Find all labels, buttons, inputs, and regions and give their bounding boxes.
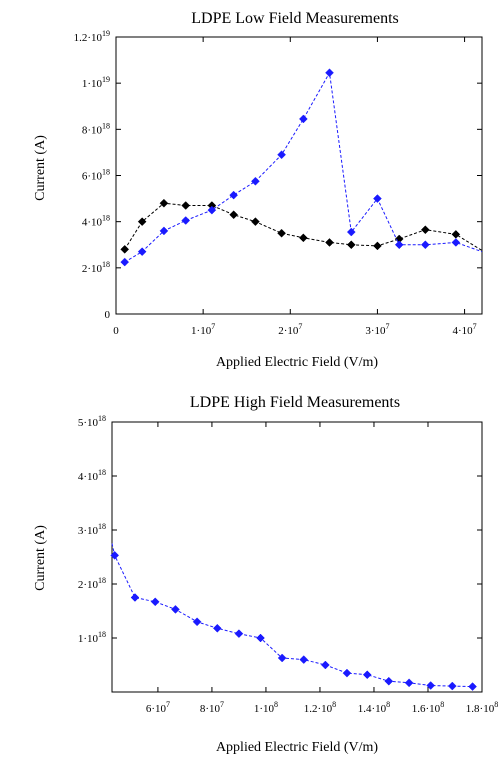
data-point-marker (150, 597, 160, 607)
y-tick-label: 1·1019 (82, 75, 110, 90)
data-point-marker (229, 210, 238, 220)
y-tick-label: 5·1018 (78, 414, 106, 429)
data-point-marker (362, 670, 372, 680)
data-point-marker (325, 68, 334, 78)
chart-title-low-field: LDPE Low Field Measurements (191, 10, 399, 27)
x-tick-label: 1.6·108 (412, 700, 444, 715)
data-point-marker (212, 623, 222, 633)
x-tick-label: 1.4·108 (358, 700, 390, 715)
data-point-marker (130, 593, 140, 602)
data-point-marker (251, 217, 260, 227)
plot-frame-low-field (115, 36, 483, 315)
data-point-marker (234, 629, 244, 639)
series-line (111, 543, 473, 688)
y-tick-label: 3·1018 (78, 522, 106, 537)
x-tick-label: 4·107 (452, 322, 476, 337)
data-point-marker (277, 228, 286, 238)
data-point-marker (192, 617, 202, 627)
data-point-marker (342, 668, 352, 678)
data-point-marker (159, 198, 169, 208)
y-axis-label-low-field: Current (A) (33, 135, 48, 201)
data-point-marker (447, 681, 457, 691)
data-point-marker (171, 605, 180, 614)
x-tick-label: 2·107 (278, 322, 302, 337)
y-tick-label: 1.2·1019 (74, 29, 110, 44)
y-tick-label: 4·1018 (78, 468, 106, 483)
x-tick-label: 1·108 (254, 700, 278, 715)
y-axis-label-high-field: Current (A) (33, 525, 48, 591)
x-tick-label: 1.8·108 (466, 700, 498, 715)
data-point-marker (277, 653, 287, 663)
x-tick-label: 1·107 (191, 322, 215, 337)
data-point-marker (229, 190, 238, 200)
y-tick-label: 4·1018 (82, 214, 110, 229)
high-field-chart: LDPE High Field Measurements Current (A)… (33, 394, 498, 755)
data-point-marker (277, 150, 286, 160)
plot-frame-high-field (111, 421, 483, 693)
x-tick-label: 1.2·108 (304, 700, 336, 715)
series-line (124, 71, 483, 263)
data-point-marker (346, 240, 356, 250)
y-tick-label: 2·1018 (82, 260, 110, 275)
data-point-marker (373, 194, 382, 203)
data-point-marker (426, 681, 436, 690)
data-point-marker (120, 257, 130, 267)
x-tick-label: 8·107 (200, 700, 224, 715)
data-point-marker (404, 678, 414, 688)
data-point-marker (321, 660, 330, 670)
data-point-marker (394, 240, 404, 250)
data-point-marker (384, 676, 394, 686)
data-point-marker (299, 114, 308, 124)
data-point-marker (181, 216, 191, 225)
data-point-marker (468, 682, 477, 691)
data-point-marker (325, 238, 334, 247)
data-point-marker (159, 226, 169, 236)
data-point-marker (373, 241, 382, 251)
y-tick-label: 2·1018 (78, 576, 106, 591)
data-point-marker (256, 633, 265, 643)
data-point-marker (251, 176, 260, 186)
y-tick-label: 0 (105, 309, 111, 321)
data-point-marker (181, 201, 191, 210)
data-point-marker (299, 233, 308, 243)
x-axis-label-high-field: Applied Electric Field (V/m) (216, 740, 378, 755)
data-point-marker (299, 655, 309, 664)
data-point-marker (346, 227, 356, 237)
y-tick-label: 1·1018 (78, 630, 106, 645)
data-point-marker (207, 205, 217, 215)
data-point-marker (137, 247, 147, 257)
data-point-marker (110, 551, 120, 560)
x-tick-label: 6·107 (146, 700, 170, 715)
y-tick-label: 8·1018 (82, 121, 110, 136)
data-point-marker (421, 225, 430, 235)
data-point-marker (137, 217, 147, 227)
y-tick-label: 6·1018 (82, 168, 110, 183)
data-point-marker (421, 240, 430, 250)
low-field-chart: LDPE Low Field Measurements Current (A) … (33, 10, 483, 370)
x-tick-label: 3·107 (365, 322, 389, 337)
series-line (124, 202, 483, 251)
chart-title-high-field: LDPE High Field Measurements (190, 394, 400, 411)
x-axis-label-low-field: Applied Electric Field (V/m) (216, 355, 378, 370)
data-point-marker (120, 245, 130, 254)
data-point-marker (451, 238, 461, 247)
x-tick-label: 0 (113, 325, 119, 337)
data-point-marker (451, 230, 461, 239)
